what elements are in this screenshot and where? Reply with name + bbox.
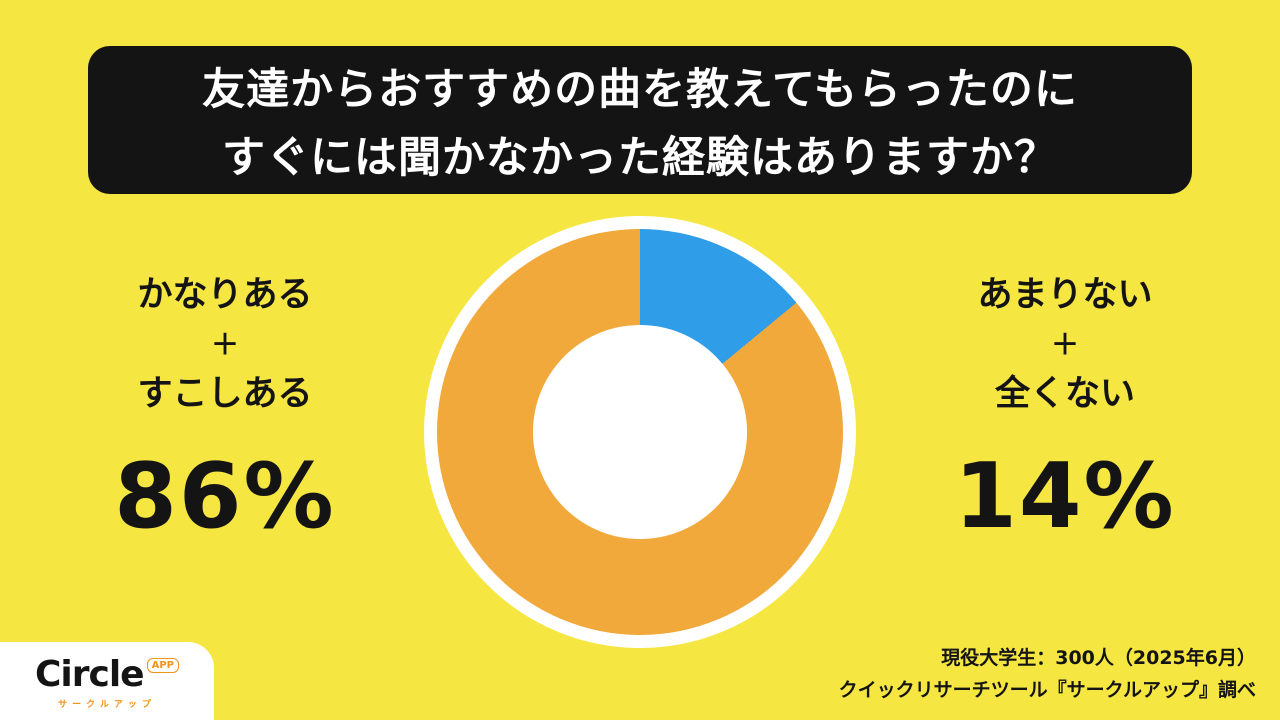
right-stat-label-2: 全くない [994,374,1135,414]
left-stat-block: かなりある ＋ すこしある 86% [55,278,395,542]
logo-brand-text: Circle [34,653,145,695]
title-line-2: すぐには聞かなかった経験はありますか？ [222,133,1058,183]
left-stat-plus: ＋ [210,328,239,361]
source-note-line-2: クイックリサーチツール『サークルアップ』調べ [838,678,1256,701]
left-stat-label-2: すこしある [137,374,313,414]
left-stat-value: 86% [114,444,336,549]
title-banner: 友達からおすすめの曲を教えてもらったのに すぐには聞かなかった経験はありますか？ [88,46,1192,194]
logo-subtitle: サークルアップ [58,699,156,710]
donut-chart [424,216,856,648]
source-note: 現役大学生：300人（2025年6月） クイックリサーチツール『サークルアップ』… [839,643,1256,706]
donut-hole [533,325,747,539]
right-stat-plus: ＋ [1050,328,1079,361]
title-line-1: 友達からおすすめの曲を教えてもらったのに [202,65,1078,115]
circleapp-logo: Circle APP サークルアップ [0,642,214,720]
right-stat-label-1: あまりない [977,275,1153,315]
source-note-line-1: 現役大学生：300人（2025年6月） [941,647,1256,670]
left-stat-label-1: かなりある [137,275,313,315]
logo-app-badge: APP [146,657,179,673]
right-stat-value: 14% [954,444,1176,549]
logo-row: Circle APP [34,653,179,695]
right-stat-block: あまりない ＋ 全くない 14% [895,278,1235,542]
